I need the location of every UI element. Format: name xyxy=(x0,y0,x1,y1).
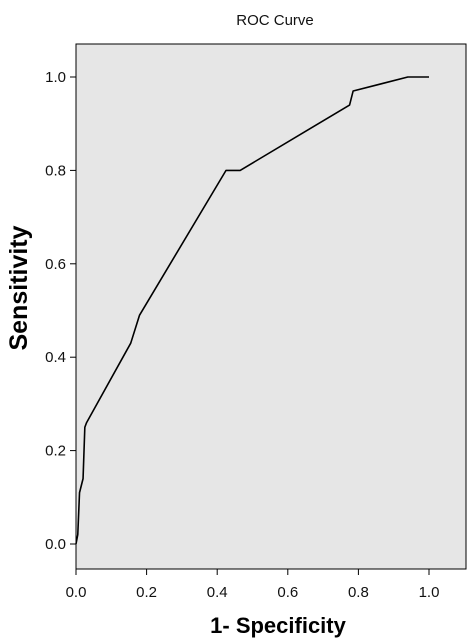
x-tick-label: 0.8 xyxy=(348,584,369,601)
x-tick-label: 0.2 xyxy=(136,584,157,601)
y-axis-ticks: 0.0 0.2 0.4 0.6 0.8 1.0 xyxy=(45,69,76,553)
y-tick-label: 1.0 xyxy=(45,69,66,86)
x-tick-label: 0.4 xyxy=(207,584,228,601)
x-tick-label: 0.0 xyxy=(66,584,87,601)
chart-title: ROC Curve xyxy=(236,12,314,29)
y-tick-label: 0.0 xyxy=(45,536,66,553)
y-axis-title: Sensitivity xyxy=(5,225,33,350)
x-tick-label: 0.6 xyxy=(277,584,298,601)
y-tick-label: 0.4 xyxy=(45,349,66,366)
y-tick-label: 0.8 xyxy=(45,162,66,179)
y-tick-label: 0.6 xyxy=(45,256,66,273)
plot-area xyxy=(75,43,467,570)
x-axis-ticks: 0.0 0.2 0.4 0.6 0.8 1.0 xyxy=(66,569,440,601)
roc-curve-line xyxy=(75,76,429,545)
y-tick-label: 0.2 xyxy=(45,443,66,460)
x-tick-label: 1.0 xyxy=(419,584,440,601)
x-axis-title: 1- Specificity xyxy=(210,613,346,638)
